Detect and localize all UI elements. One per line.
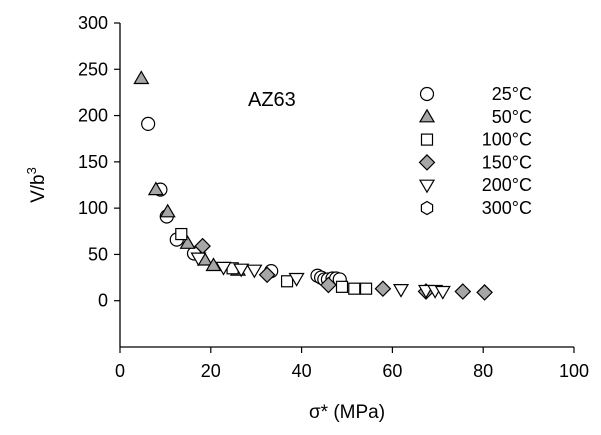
data-point-triangle-down (215, 261, 232, 276)
data-point-diamond (418, 154, 436, 171)
data-point-triangle-down (233, 263, 250, 278)
legend-label: 50°C (492, 107, 532, 127)
data-point-triangle-down (288, 272, 305, 287)
data-point-diamond (258, 266, 276, 284)
y-tick-label: 50 (88, 244, 108, 264)
data-point-triangle-up (159, 203, 176, 218)
y-axis-label-base: V/b (28, 174, 49, 203)
legend-label: 25°C (492, 84, 532, 104)
legend-label: 200°C (482, 175, 532, 195)
axes (119, 23, 574, 348)
x-axis-label-symbol: σ* (309, 402, 329, 423)
legend-label: 300°C (482, 198, 532, 218)
data-point-triangle-up (418, 108, 436, 123)
y-tick-label: 150 (78, 152, 108, 172)
y-tick-label: 0 (98, 291, 108, 311)
data-point-triangle-up (205, 257, 222, 272)
data-point-hexagon (420, 200, 434, 216)
data-point-square (359, 282, 373, 295)
data-point-triangle-up (179, 235, 196, 249)
data-point-triangle-down (418, 179, 436, 194)
data-point-square (348, 282, 361, 295)
data-point-triangle-down (392, 284, 410, 298)
x-axis-label: σ* (MPa) (309, 402, 385, 423)
data-point-triangle-down (246, 264, 263, 279)
y-tick-label: 250 (78, 59, 108, 79)
x-tick-label: 40 (292, 361, 312, 381)
y-tick-label: 100 (78, 198, 108, 218)
axis-ticks: 0 20 40 60 80 100 0 50 100 150 200 250 300 (78, 13, 589, 381)
data-point-triangle-up (147, 181, 164, 196)
legend-label: 100°C (482, 130, 532, 150)
data-point-diamond (454, 283, 472, 300)
data-point-square (335, 280, 349, 293)
data-point-triangle-down (190, 252, 207, 267)
y-axis-label: V/b3 (24, 167, 49, 203)
y-tick-label: 200 (78, 106, 108, 126)
y-tick-label: 300 (78, 13, 108, 33)
data-point-circle (141, 116, 156, 132)
data-point-diamond (476, 284, 493, 301)
x-tick-label: 20 (201, 361, 221, 381)
data-point-circle (419, 86, 435, 102)
data-point-square (280, 275, 294, 288)
y-axis-label-sup: 3 (24, 167, 39, 174)
data-point-diamond (320, 276, 337, 294)
x-tick-label: 60 (382, 361, 402, 381)
x-tick-label: 0 (115, 361, 125, 381)
data-point-triangle-down (434, 285, 451, 300)
data-point-square (175, 227, 188, 241)
x-axis-label-unit: (MPa) (328, 402, 385, 423)
x-tick-label: 100 (559, 361, 589, 381)
chart-annotation: AZ63 (248, 89, 296, 111)
legend-label: 150°C (482, 152, 532, 172)
x-tick-label: 80 (473, 361, 493, 381)
data-points (133, 70, 493, 301)
data-point-diamond (374, 280, 392, 298)
data-point-square (420, 133, 434, 146)
data-point-triangle-up (133, 70, 150, 85)
